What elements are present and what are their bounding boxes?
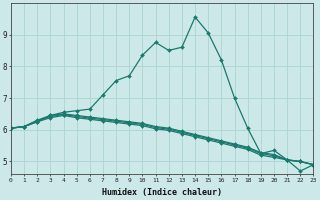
X-axis label: Humidex (Indice chaleur): Humidex (Indice chaleur): [102, 188, 222, 197]
